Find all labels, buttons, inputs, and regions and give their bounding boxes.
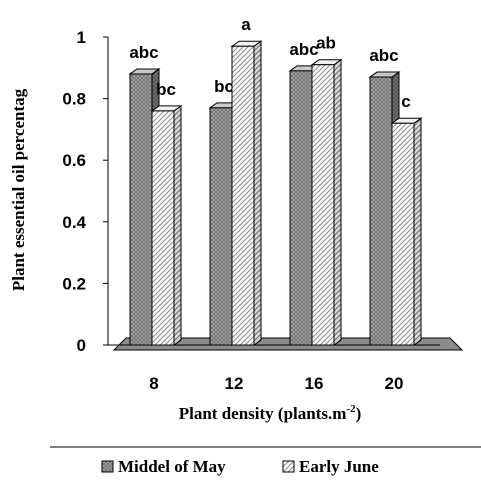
data-label-early-june-12: a [241,15,251,34]
x-tick-label-12: 12 [225,374,244,393]
y-tick-label: 0.6 [62,151,86,170]
x-axis-title-sup: -2 [346,403,356,415]
y-tick-label: 0.8 [62,90,86,109]
bar-side-early-june-16 [333,58,342,346]
bar-early-june-20 [391,122,415,346]
x-axis-title-end: ) [356,404,362,423]
x-tick-label-20: 20 [385,374,404,393]
bar-early-june-8 [151,110,175,346]
y-tick-label: 0.2 [62,274,86,293]
data-label-middel-of-may-12: bc [214,77,234,96]
y-tick-label: 0 [77,336,86,355]
data-label-early-june-8: bc [156,80,176,99]
data-label-middel-of-may-8: abc [129,43,158,62]
bar-side-early-june-8 [173,104,182,346]
y-tick-label: 1 [77,28,86,47]
data-label-early-june-16: ab [316,34,336,53]
legend-label-middel-of-may: Middel of May [118,457,226,476]
y-axis-title: Plant essential oil percentag [9,88,28,291]
data-label-middel-of-may-20: abc [369,46,398,65]
legend-swatch-early-june [282,460,295,473]
x-axis-title-main: Plant density (plants.m [179,404,347,423]
data-label-early-june-20: c [401,92,410,111]
legend: Middel of May Early June [50,446,481,476]
bar-early-june-12 [231,45,255,346]
bar-middel-of-may-8 [129,73,153,346]
bar-middel-of-may-20 [369,76,393,346]
legend-label-early-june: Early June [299,457,379,476]
bar-side-early-june-20 [413,117,422,346]
x-tick-label-8: 8 [149,374,158,393]
bar-side-early-june-12 [253,40,262,346]
y-tick-label: 0.4 [62,213,86,232]
data-label-middel-of-may-16: abc [289,40,318,59]
bar-middel-of-may-12 [209,107,233,346]
x-axis-title: Plant density (plants.m-2) [179,403,362,423]
bar-middel-of-may-16 [289,70,313,346]
x-tick-label-16: 16 [305,374,324,393]
bar-early-june-16 [311,64,335,346]
legend-swatch-middel-of-may [101,460,114,473]
